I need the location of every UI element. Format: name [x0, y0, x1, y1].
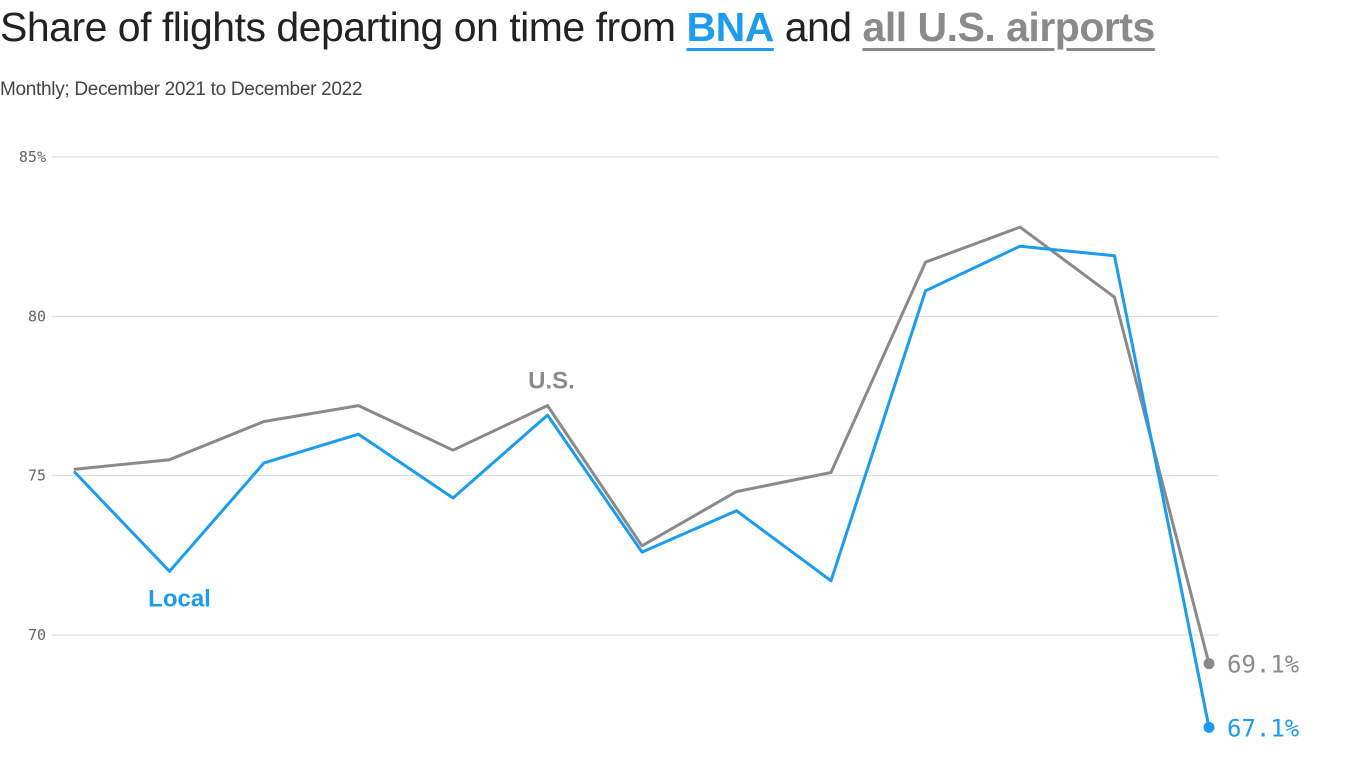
y-tick-label-80: 80 — [28, 307, 46, 325]
chart-subtitle: Monthly; December 2021 to December 2022 — [0, 79, 363, 100]
end-point-us — [1203, 658, 1215, 670]
series-label-us: U.S. — [528, 368, 575, 395]
title-middle: and — [773, 4, 863, 50]
series-line-local — [73, 244, 1211, 729]
title-key-bna: BNA — [686, 4, 774, 50]
title-prefix: Share of flights departing on time from — [0, 4, 687, 50]
end-point-local — [1203, 721, 1215, 733]
end-label-local: 67.1% — [1227, 714, 1300, 742]
series-label-local: Local — [148, 585, 211, 612]
chart-title: Share of flights departing on time from … — [0, 4, 1155, 51]
title-key-us: all U.S. airports — [862, 4, 1156, 50]
series-labels: 69.1% U.S. 67.1% Local — [148, 368, 1300, 743]
y-tick-label-75: 75 — [28, 467, 46, 485]
y-tick-label-85: 85% — [19, 148, 46, 166]
gridlines: 85% 80 75 70 — [19, 148, 1218, 644]
y-tick-label-70: 70 — [28, 626, 46, 644]
series-lines — [73, 225, 1215, 733]
series-line-us — [73, 225, 1211, 666]
end-label-us: 69.1% — [1227, 651, 1300, 679]
